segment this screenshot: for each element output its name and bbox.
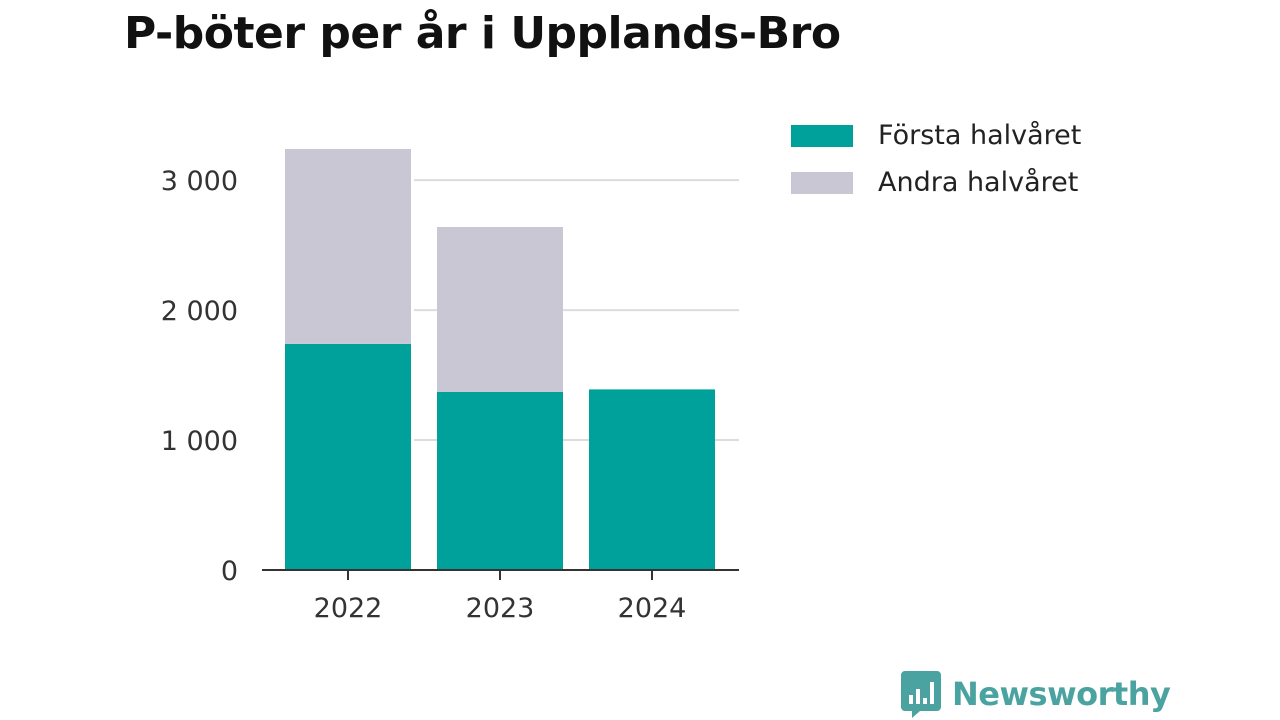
y-tick-label: 0 — [221, 556, 238, 587]
bar-chart-speech-bubble-icon — [901, 671, 941, 718]
legend-item-first-half: Första halvåret — [791, 112, 1081, 159]
brand-name: Newsworthy — [952, 675, 1171, 713]
chart-title: P-böter per år i Upplands-Bro — [124, 8, 841, 59]
legend-swatch-second-half — [791, 171, 853, 194]
legend: Första halvåret Andra halvåret — [791, 112, 1081, 206]
legend-label-first-half: Första halvåret — [878, 120, 1082, 151]
x-tick-label: 2023 — [466, 593, 535, 624]
x-tick-label: 2024 — [618, 593, 687, 624]
bar-2022-series-0 — [285, 343, 411, 570]
bar-2022-series-1 — [285, 149, 411, 344]
legend-label-second-half: Andra halvåret — [878, 167, 1079, 198]
brand-logo: Newsworthy — [900, 670, 1171, 718]
bar-2024-series-0 — [589, 389, 715, 570]
y-tick-label: 2 000 — [161, 296, 238, 327]
bar-2023-series-0 — [437, 391, 563, 570]
y-tick-label: 3 000 — [161, 166, 238, 197]
y-tick-label: 1 000 — [161, 426, 238, 457]
x-tick-label: 2022 — [314, 593, 383, 624]
bar-2023-series-1 — [437, 226, 563, 392]
legend-swatch-first-half — [791, 124, 853, 147]
legend-item-second-half: Andra halvåret — [791, 159, 1081, 206]
